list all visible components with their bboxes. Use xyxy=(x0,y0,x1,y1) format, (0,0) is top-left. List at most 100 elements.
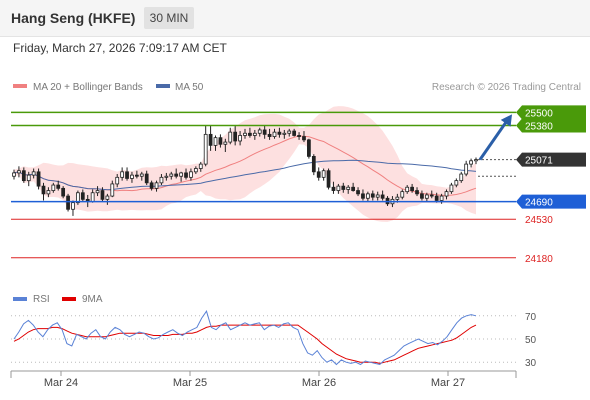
rsi-line xyxy=(13,310,477,366)
candle-body-down xyxy=(307,139,311,157)
candle-body-down xyxy=(361,193,365,199)
candle-body-down xyxy=(233,131,238,142)
candle-body-up xyxy=(198,163,203,169)
ma50-line xyxy=(13,159,477,191)
candle-body-down xyxy=(302,136,306,141)
candle-body-up xyxy=(346,186,351,190)
candle xyxy=(420,190,424,201)
candle xyxy=(36,168,41,190)
candle xyxy=(105,193,110,205)
candle xyxy=(474,157,478,165)
candle-body-down xyxy=(134,174,139,177)
candle xyxy=(80,189,85,202)
ma20-legend-label: MA 20 + Bollinger Bands xyxy=(33,82,143,93)
candle-body-up xyxy=(464,163,469,175)
candle-body-up xyxy=(159,176,164,184)
candle-body-up xyxy=(110,183,115,197)
candle-body-down xyxy=(341,185,346,190)
candle xyxy=(189,168,193,181)
rsi-axis-label-70: 70 xyxy=(525,312,537,323)
candle xyxy=(449,182,454,194)
candle-body-down xyxy=(356,190,360,195)
candle-body-down xyxy=(370,193,375,198)
candle-body-up xyxy=(257,129,262,134)
candle xyxy=(61,186,66,199)
candle xyxy=(51,182,56,193)
x-axis-labels: Mar 24 Mar 25 Mar 26 Mar 27 xyxy=(44,371,465,389)
resistance-label-bg-25380 xyxy=(516,118,586,133)
candle-body-up xyxy=(95,190,100,194)
candle-body-up xyxy=(252,132,257,136)
candle-body-up xyxy=(71,202,75,210)
candle xyxy=(282,129,287,139)
rsi-ma-line xyxy=(13,324,477,364)
candle-body-up xyxy=(444,191,449,197)
candle-body-up xyxy=(424,194,429,199)
candle xyxy=(154,180,159,192)
candle-body-down xyxy=(208,133,213,146)
current-price-label-bg xyxy=(516,152,586,167)
candle-body-up xyxy=(287,130,292,134)
candle-body-up xyxy=(282,132,287,135)
rsi-axis-label-30: 30 xyxy=(525,358,537,369)
candle xyxy=(248,127,252,138)
timeframe-badge[interactable]: 30 MIN xyxy=(144,7,194,29)
forecast-arrow-head xyxy=(500,114,512,127)
candle xyxy=(134,170,139,179)
support-label-24530: 24530 xyxy=(525,215,553,226)
candle-body-down xyxy=(351,186,356,191)
forecast-arrow-shaft xyxy=(478,118,510,161)
candle xyxy=(292,128,297,137)
candle xyxy=(213,135,218,151)
candle-body-down xyxy=(66,195,70,210)
candle-body-down xyxy=(149,182,154,189)
candle xyxy=(351,182,356,192)
candle xyxy=(130,171,134,183)
x-axis-label: Mar 25 xyxy=(173,377,207,389)
candle xyxy=(375,191,380,201)
candle-body-down xyxy=(21,170,26,182)
candle-body-up xyxy=(139,173,144,177)
candle xyxy=(223,138,228,152)
candle xyxy=(297,132,301,140)
candle-body-up xyxy=(336,185,341,191)
candle xyxy=(233,125,238,146)
candle xyxy=(12,169,16,180)
candle xyxy=(302,131,306,143)
rsi-plot: 70 50 30 xyxy=(11,310,537,369)
instrument-title: Hang Seng (HKFE) xyxy=(11,10,136,26)
candle xyxy=(410,183,414,193)
candle-body-down xyxy=(297,135,301,137)
candle-body-up xyxy=(154,182,159,189)
candle-body-up xyxy=(115,176,120,185)
candle xyxy=(139,171,144,181)
candle-body-down xyxy=(434,195,439,201)
candle xyxy=(115,174,120,188)
ma20-legend-swatch xyxy=(13,84,27,88)
candle xyxy=(424,192,429,202)
candle-body-up xyxy=(375,194,380,198)
candle xyxy=(400,189,405,200)
candle-body-up xyxy=(243,132,247,136)
rsi-ma-legend-label: 9MA xyxy=(82,294,103,305)
candle xyxy=(331,181,336,194)
candle xyxy=(110,180,115,198)
candle xyxy=(169,171,174,180)
candle xyxy=(149,180,154,191)
candle xyxy=(252,129,257,140)
candle-body-up xyxy=(31,171,36,176)
candle xyxy=(307,138,311,159)
candle-body-down xyxy=(80,192,85,200)
candle-body-up xyxy=(17,170,21,174)
candle-body-up xyxy=(449,184,454,193)
candle xyxy=(120,167,125,181)
candle-body-down xyxy=(61,187,66,197)
candle-body-down xyxy=(41,185,46,195)
candle xyxy=(459,171,464,183)
chart-area[interactable]: MA 20 + Bollinger Bands MA 50 Research ©… xyxy=(0,36,590,400)
price-plot xyxy=(12,106,478,222)
candle xyxy=(262,125,267,139)
candle xyxy=(159,174,164,186)
rsi-legend-swatch xyxy=(13,297,27,301)
candle-body-up xyxy=(469,160,473,165)
